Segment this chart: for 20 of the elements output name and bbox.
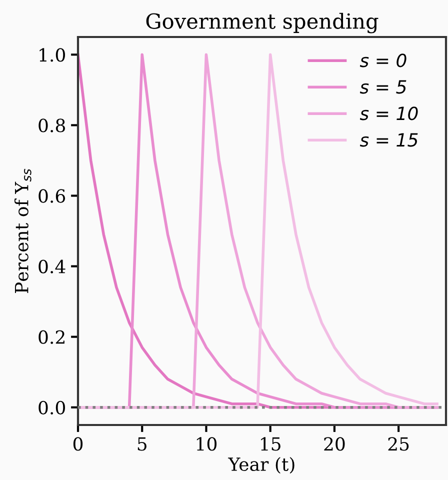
x-axis-title: Year (t) <box>228 457 294 474</box>
legend-label: s = 0 <box>360 54 406 68</box>
x-tick-label: 10 <box>196 437 217 451</box>
y-tick-label: 0.6 <box>38 189 66 203</box>
x-tick-label: 5 <box>138 437 146 451</box>
y-axis-title: Percent of Y$_{ss}$ <box>14 168 32 294</box>
x-tick-label: 15 <box>261 437 280 451</box>
y-tick-label: 1.0 <box>40 48 65 62</box>
chart-title: Government spending <box>146 12 378 34</box>
legend-label: s = 10 <box>360 106 418 120</box>
line-series <box>78 53 438 409</box>
y-tick-label: 0.8 <box>38 118 65 132</box>
y-tick-label: 0.0 <box>38 400 65 414</box>
legend-label: s = 5 <box>360 80 406 94</box>
x-tick-label: 20 <box>324 437 345 451</box>
legend-label: s = 15 <box>360 133 418 147</box>
y-tick-label: 0.2 <box>38 330 64 344</box>
x-tick-label: 25 <box>388 437 409 451</box>
y-tick-label: 0.4 <box>38 260 66 274</box>
x-tick-label: 0 <box>73 437 83 451</box>
